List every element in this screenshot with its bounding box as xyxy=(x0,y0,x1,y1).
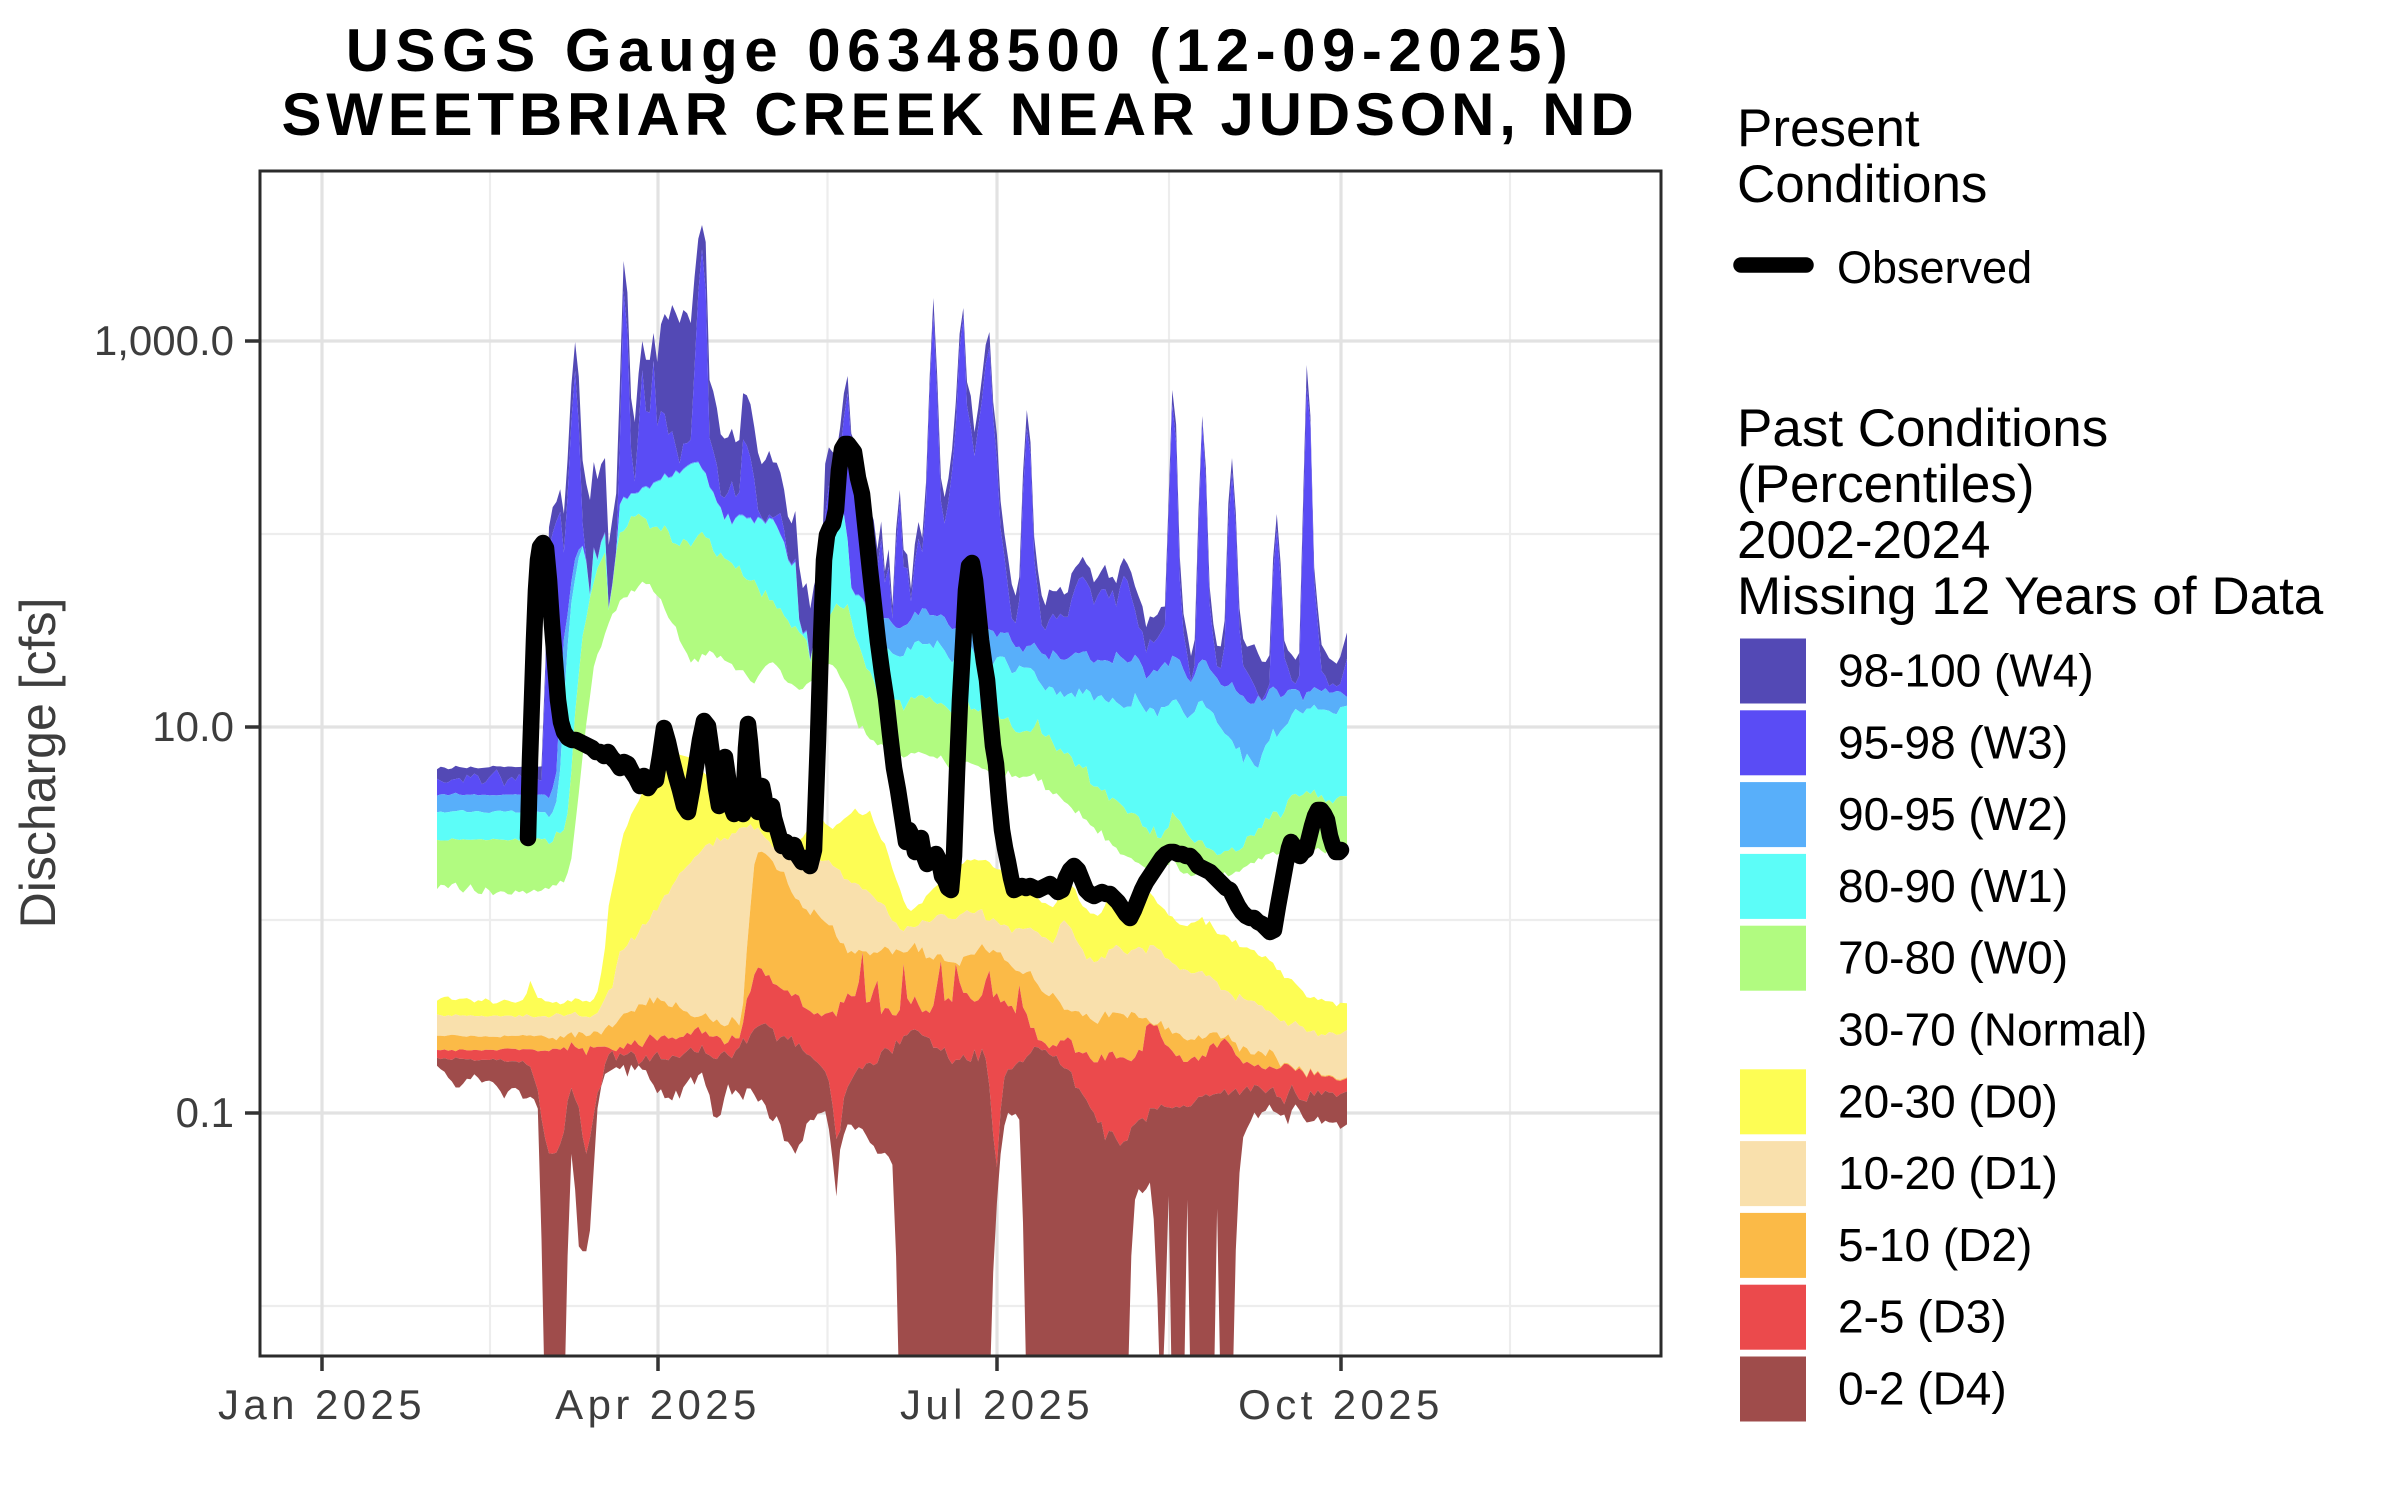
svg-text:98-100 (W4): 98-100 (W4) xyxy=(1838,645,2094,697)
svg-text:Present: Present xyxy=(1737,99,1920,158)
svg-text:Conditions: Conditions xyxy=(1737,155,1987,214)
svg-text:Observed: Observed xyxy=(1837,242,2032,293)
svg-text:90-95 (W2): 90-95 (W2) xyxy=(1838,788,2068,840)
svg-text:2002-2024: 2002-2024 xyxy=(1737,511,1990,570)
svg-text:Past Conditions: Past Conditions xyxy=(1737,399,2108,458)
svg-text:5-10 (D2): 5-10 (D2) xyxy=(1838,1219,2032,1271)
svg-text:2-5 (D3): 2-5 (D3) xyxy=(1838,1291,2007,1343)
svg-text:95-98 (W3): 95-98 (W3) xyxy=(1838,716,2068,768)
svg-text:Oct 2025: Oct 2025 xyxy=(1238,1381,1444,1428)
svg-text:0.1: 0.1 xyxy=(176,1089,234,1136)
svg-text:Jul 2025: Jul 2025 xyxy=(900,1381,1094,1428)
svg-text:70-80 (W0): 70-80 (W0) xyxy=(1838,932,2068,984)
svg-text:10-20 (D1): 10-20 (D1) xyxy=(1838,1147,2058,1199)
svg-text:0-2 (D4): 0-2 (D4) xyxy=(1838,1363,2007,1415)
svg-text:30-70 (Normal): 30-70 (Normal) xyxy=(1838,1004,2147,1056)
svg-text:SWEETBRIAR CREEK NEAR JUDSON,: SWEETBRIAR CREEK NEAR JUDSON, ND xyxy=(281,81,1638,148)
svg-text:80-90 (W1): 80-90 (W1) xyxy=(1838,860,2068,912)
svg-text:Apr 2025: Apr 2025 xyxy=(555,1381,761,1428)
svg-text:USGS Gauge 06348500 (12-09-202: USGS Gauge 06348500 (12-09-2025) xyxy=(346,17,1575,84)
svg-text:1,000.0: 1,000.0 xyxy=(94,317,234,364)
svg-text:Missing 12 Years of Data: Missing 12 Years of Data xyxy=(1737,567,2324,626)
svg-text:Jan 2025: Jan 2025 xyxy=(218,1381,426,1428)
svg-text:(Percentiles): (Percentiles) xyxy=(1737,455,2034,514)
svg-text:Discharge [cfs]: Discharge [cfs] xyxy=(10,598,66,929)
svg-text:10.0: 10.0 xyxy=(152,703,234,750)
svg-text:20-30 (D0): 20-30 (D0) xyxy=(1838,1075,2058,1127)
